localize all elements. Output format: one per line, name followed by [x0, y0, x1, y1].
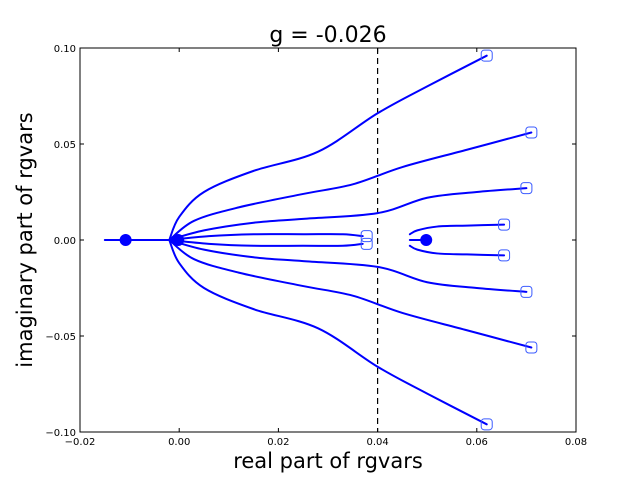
- y-axis-ticks: −0.10 −0.05 0.00 0.05 0.10: [45, 44, 576, 439]
- x-tick-label: −0.02: [65, 437, 96, 448]
- series-line: [168, 233, 364, 241]
- end-marker: [520, 182, 533, 195]
- series-line: [408, 223, 506, 236]
- series-line: [168, 54, 488, 241]
- y-tick-label: 0.00: [54, 236, 76, 247]
- chart-title: g = -0.026: [269, 23, 386, 48]
- end-marker: [480, 49, 493, 62]
- x-tick-label: 0.06: [466, 437, 488, 448]
- series-lines: [103, 54, 533, 426]
- x-tick-label: 0.00: [168, 437, 190, 448]
- y-tick-label: −0.05: [45, 332, 76, 343]
- start-marker: [420, 234, 433, 246]
- end-marker: [360, 237, 373, 250]
- y-tick-label: 0.10: [54, 44, 76, 55]
- end-marker: [525, 126, 538, 139]
- x-axis-ticks: −0.02 0.00 0.02 0.04 0.06 0.08: [65, 48, 587, 448]
- y-tick-label: 0.05: [54, 140, 76, 151]
- series-line: [168, 239, 528, 293]
- series-line: [168, 239, 488, 426]
- y-tick-label: −0.10: [45, 428, 76, 439]
- y-axis-label: imaginary part of rgvars: [13, 112, 37, 367]
- end-marker: [360, 230, 373, 243]
- series-line: [168, 239, 533, 349]
- x-axis-label: real part of rgvars: [233, 449, 423, 473]
- end-marker: [520, 285, 533, 298]
- x-tick-label: 0.04: [366, 437, 388, 448]
- end-marker: [480, 418, 493, 431]
- x-tick-label: 0.08: [565, 437, 587, 448]
- start-marker: [172, 234, 185, 246]
- series-line: [408, 244, 506, 257]
- series-line: [168, 239, 364, 247]
- series-line: [168, 187, 528, 241]
- end-marker: [525, 341, 538, 354]
- data-markers: [119, 49, 538, 431]
- start-marker: [119, 234, 132, 246]
- end-marker: [498, 249, 511, 262]
- x-tick-label: 0.02: [267, 437, 289, 448]
- series-line: [168, 131, 533, 241]
- end-marker: [498, 218, 511, 231]
